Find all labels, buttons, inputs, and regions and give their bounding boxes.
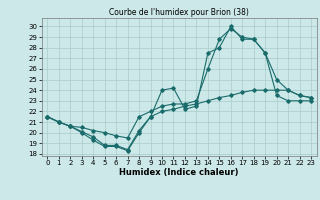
Title: Courbe de l'humidex pour Brion (38): Courbe de l'humidex pour Brion (38): [109, 8, 249, 17]
X-axis label: Humidex (Indice chaleur): Humidex (Indice chaleur): [119, 168, 239, 177]
